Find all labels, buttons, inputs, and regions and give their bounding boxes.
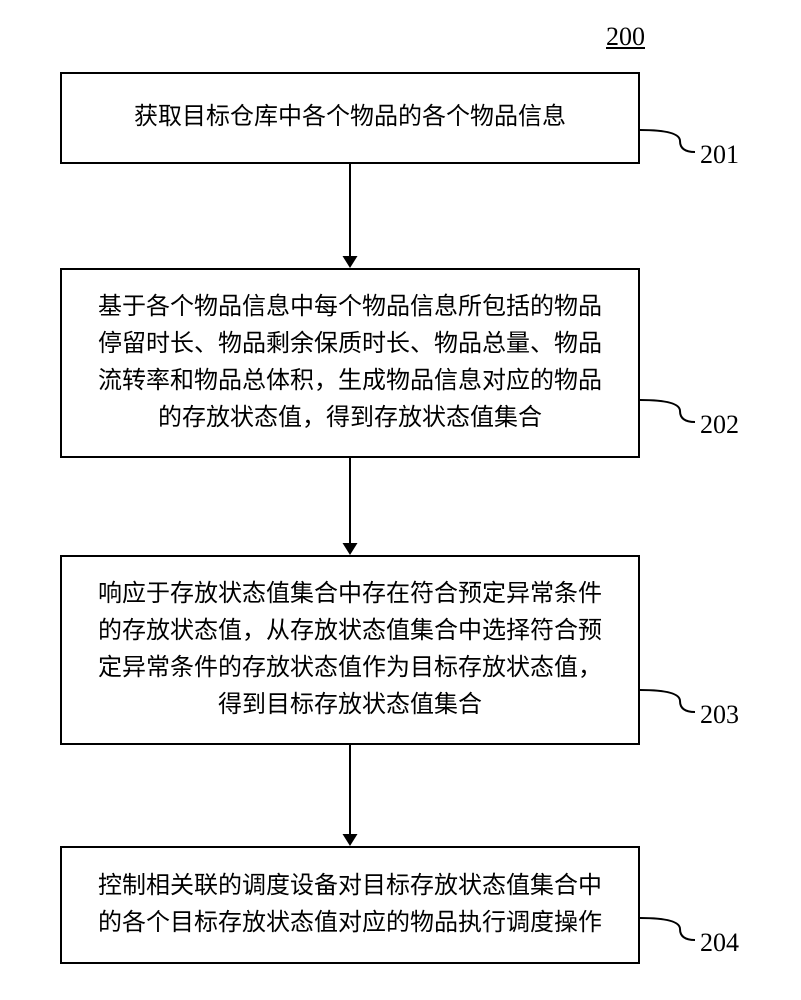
flow-step-text: 基于各个物品信息中每个物品信息所包括的物品停留时长、物品剩余保质时长、物品总量、… [90,289,610,438]
callout-curve [640,130,695,152]
arrow-head-icon [343,543,358,555]
step-label-204: 204 [700,928,739,958]
flow-step-text: 响应于存放状态值集合中存在符合预定异常条件的存放状态值，从存放状态值集合中选择符… [90,576,610,725]
callout-curve [640,690,695,712]
arrow-head-icon [343,834,358,846]
flow-step-text: 获取目标仓库中各个物品的各个物品信息 [134,99,566,136]
flow-step-203: 响应于存放状态值集合中存在符合预定异常条件的存放状态值，从存放状态值集合中选择符… [60,555,640,745]
callout-curve [640,400,695,422]
callout-curve [640,918,695,940]
step-label-202: 202 [700,410,739,440]
step-label-203: 203 [700,700,739,730]
step-label-201: 201 [700,140,739,170]
flow-step-204: 控制相关联的调度设备对目标存放状态值集合中的各个目标存放状态值对应的物品执行调度… [60,846,640,964]
flow-step-202: 基于各个物品信息中每个物品信息所包括的物品停留时长、物品剩余保质时长、物品总量、… [60,268,640,458]
figure-number: 200 [606,22,645,52]
flow-step-text: 控制相关联的调度设备对目标存放状态值集合中的各个目标存放状态值对应的物品执行调度… [90,868,610,942]
arrow-head-icon [343,256,358,268]
flow-step-201: 获取目标仓库中各个物品的各个物品信息 [60,72,640,164]
flowchart-canvas: 200 获取目标仓库中各个物品的各个物品信息 201 基于各个物品信息中每个物品信息… [0,0,801,1000]
